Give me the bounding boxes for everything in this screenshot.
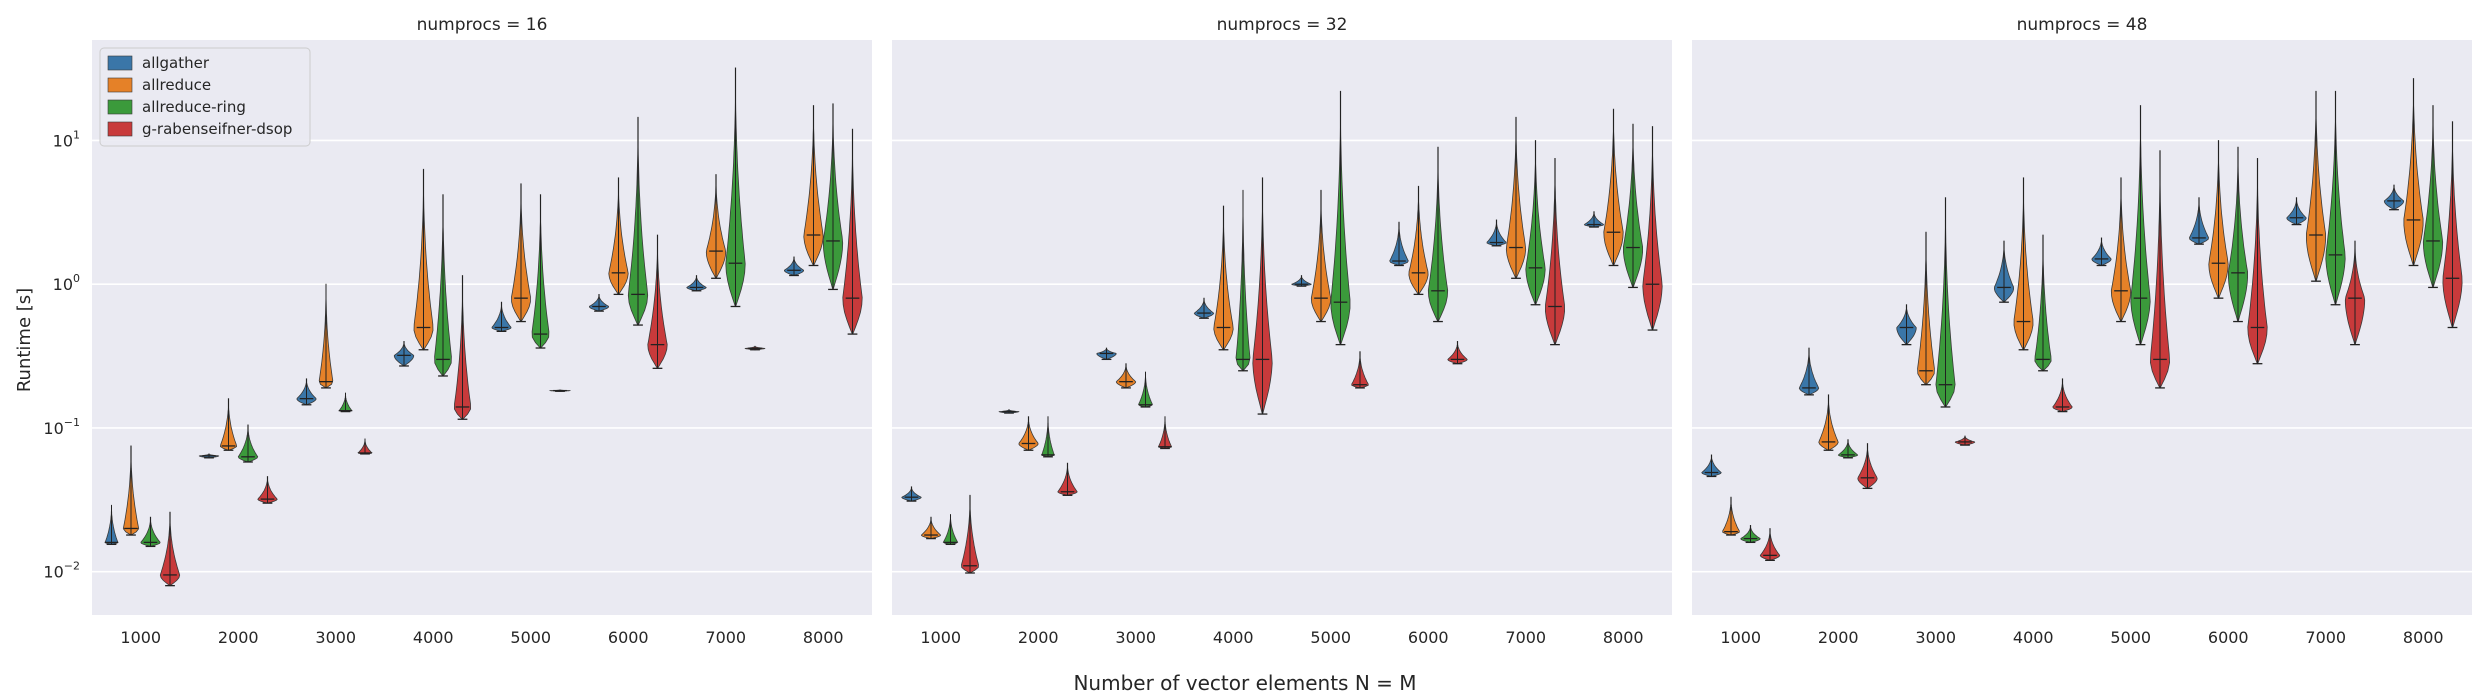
x-tick-label: 4000 [413,628,454,647]
x-tick-label: 4000 [2013,628,2054,647]
panel-2: numprocs = 32 1000 2000 3000 4000 5000 6000 700… [892,15,1672,647]
legend-label: allreduce-ring [142,98,246,116]
x-tick-label: 7000 [705,628,746,647]
x-tick-label: 7000 [1505,628,1546,647]
legend-label: g-rabenseifner-dsop [142,120,292,138]
legend-box [99,47,311,147]
x-tick-label: 5000 [2110,628,2151,647]
legend-swatch [107,55,133,71]
panel-3: numprocs = 48 1000 2000 3000 4000 5000 6000 700… [1692,15,2472,647]
legend-swatch [107,99,133,115]
panel-title: numprocs = 32 [1217,15,1348,35]
plot-background [1692,40,2472,615]
y-tick-label: 10−1 [43,416,80,438]
x-tick-label: 5000 [510,628,551,647]
panel-title: numprocs = 48 [2017,15,2148,35]
panel-title: numprocs = 16 [417,15,548,35]
x-tick-label: 8000 [2403,628,2444,647]
y-axis-label: Runtime [s] [14,288,35,392]
x-tick-label: 6000 [1408,628,1449,647]
x-tick-label: 4000 [1213,628,1254,647]
x-axis-label: Number of vector elements N = M [1073,671,1416,695]
legend-swatch [107,121,133,137]
x-tick-label: 3000 [1115,628,1156,647]
legend: allgather allreduce allreduce-ring g-rabens… [99,47,311,147]
legend-label: allgather [142,54,210,72]
x-tick-label: 2000 [1018,628,1059,647]
x-tick-label: 3000 [315,628,356,647]
x-tick-label: 8000 [1603,628,1644,647]
x-tick-label: 1000 [920,628,961,647]
x-tick-label: 5000 [1310,628,1351,647]
legend-label: allreduce [142,76,211,94]
y-tick-exponent: 0 [73,272,80,285]
legend-swatch [107,77,133,93]
y-tick-label: 100 [53,272,80,294]
y-tick-exponent: −2 [64,560,80,573]
x-tick-label: 6000 [2208,628,2249,647]
y-tick-exponent: −1 [64,416,80,429]
x-tick-label: 1000 [1720,628,1761,647]
x-tick-label: 2000 [218,628,259,647]
y-tick-label: 10−2 [43,560,80,582]
x-tick-label: 1000 [120,628,161,647]
x-tick-label: 7000 [2305,628,2346,647]
x-tick-label: 6000 [608,628,649,647]
plot-background [892,40,1672,615]
x-tick-label: 2000 [1818,628,1859,647]
x-tick-label: 3000 [1915,628,1956,647]
y-tick-label: 101 [53,128,80,150]
y-tick-exponent: 1 [73,128,80,141]
x-tick-label: 8000 [803,628,844,647]
